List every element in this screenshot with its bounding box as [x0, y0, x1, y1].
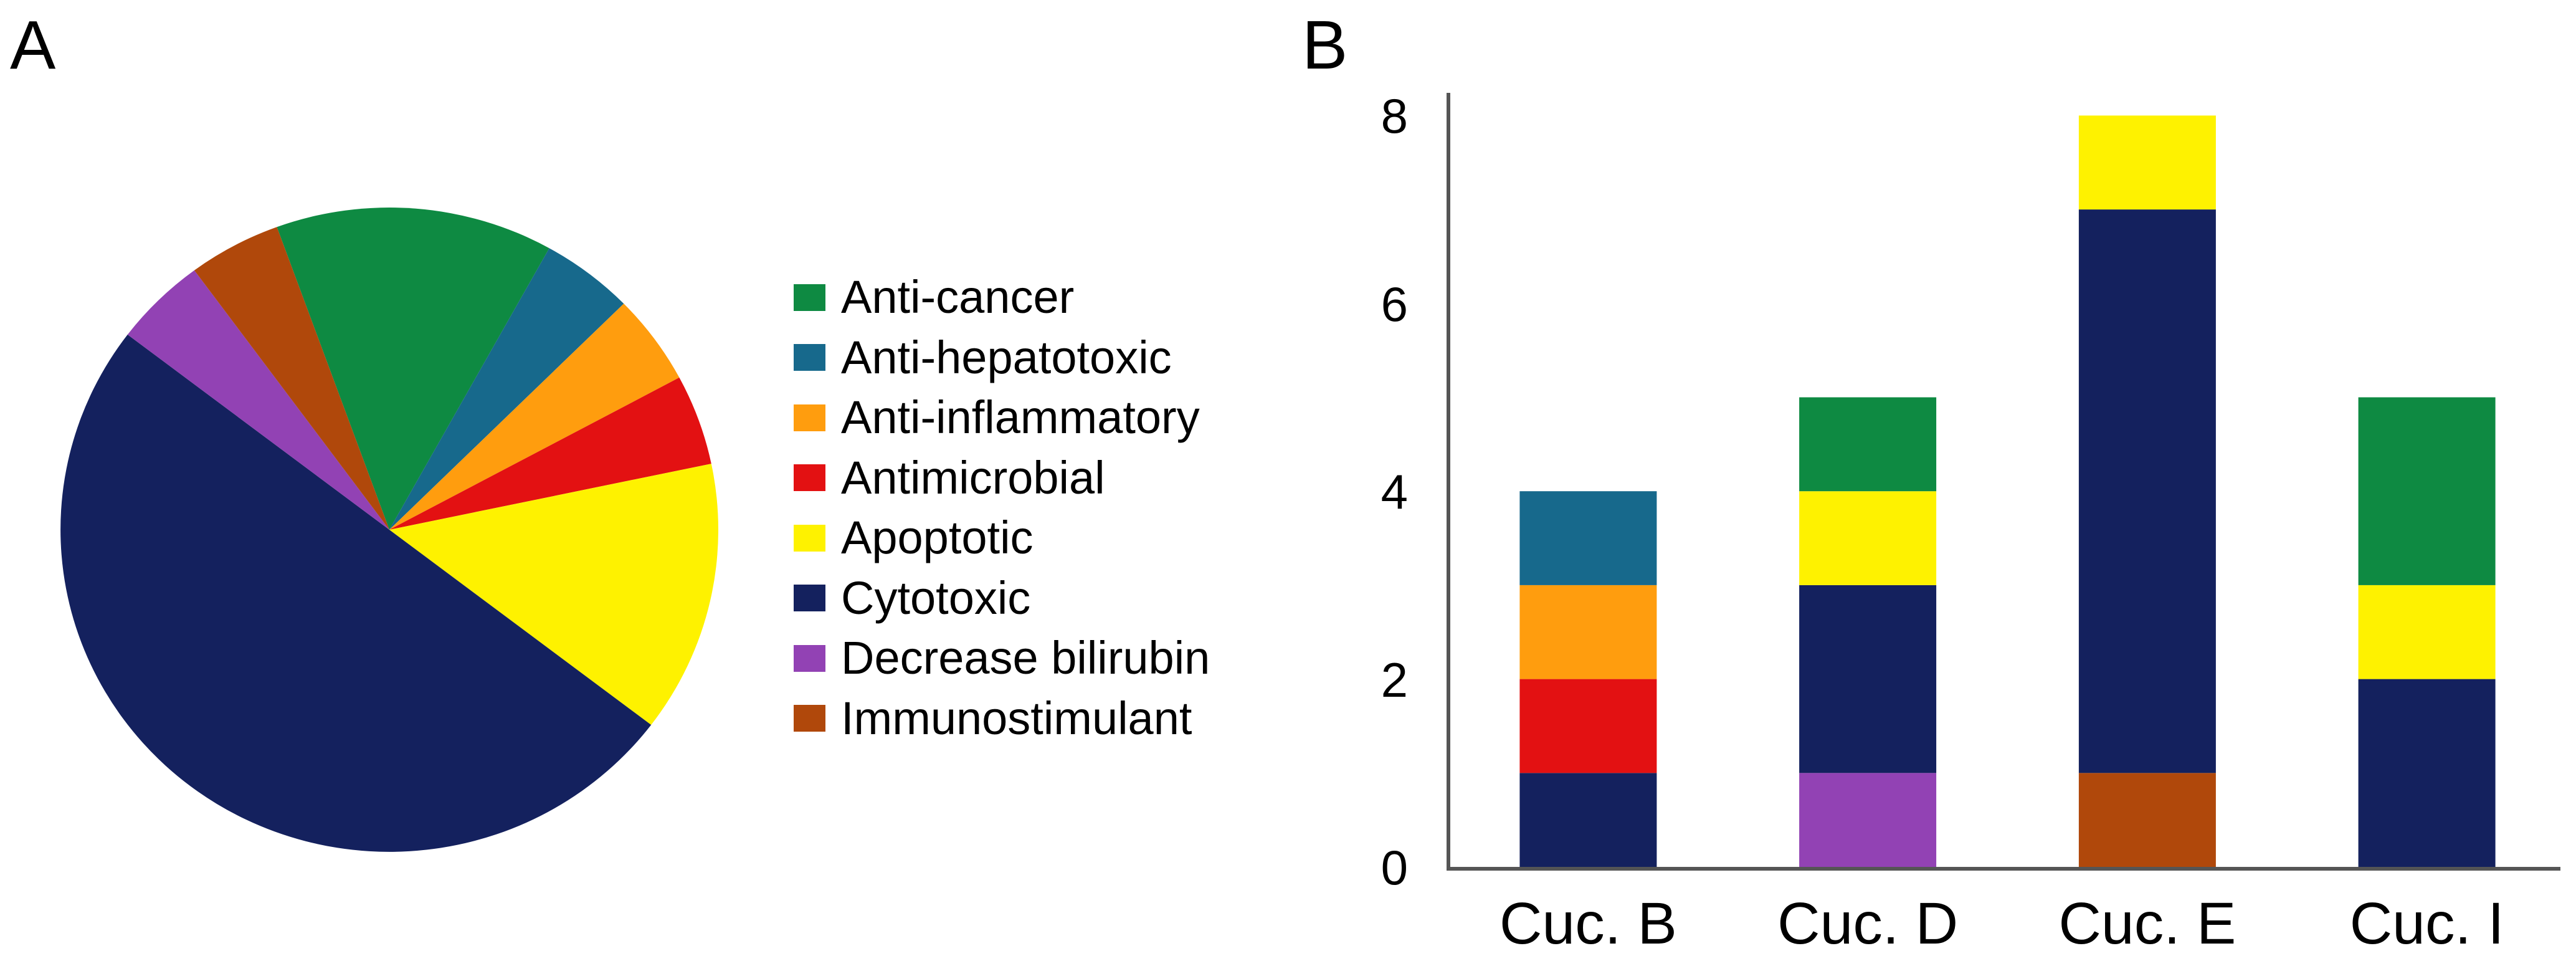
y-tick-label-2: 2 [1381, 652, 1408, 707]
pie-slice-cytotoxic [60, 334, 652, 852]
bar-segment-cuc-e-immunostimulant [2078, 773, 2216, 867]
legend-label: Antimicrobial [841, 451, 1105, 504]
legend-label: Apoptotic [841, 512, 1034, 563]
bar-segment-cuc-d-apoptotic [1799, 491, 1937, 585]
panel-b-label: B [1302, 7, 1348, 84]
bar-segment-cuc-b-antimicrobial [1519, 679, 1657, 773]
bar-segment-cuc-b-cytotoxic [1519, 773, 1657, 867]
bar-segment-cuc-i-apoptotic [2358, 585, 2496, 679]
y-tick-label-8: 8 [1381, 88, 1408, 144]
pie-chart [60, 208, 719, 852]
y-tick-label-6: 6 [1381, 276, 1408, 332]
pie-slice-antimicrobial [389, 377, 711, 530]
legend-swatch-anti-inflammatory [794, 404, 825, 431]
pie-slice-anti-hepatotoxic [389, 248, 624, 530]
legend-label: Anti-hepatotoxic [841, 331, 1172, 383]
legend-swatch-immunostimulant [794, 705, 825, 732]
legend-item-anti-cancer: Anti-cancer [794, 267, 1074, 327]
legend-label: Decrease bilirubin [841, 632, 1210, 684]
pie-slice-apoptotic [389, 464, 719, 725]
legend-swatch-decrease-bilirubin [794, 644, 825, 672]
legend-swatch-anti-cancer [794, 284, 825, 311]
pie-slice-anti-inflammatory [389, 304, 680, 530]
legend-item-anti-hepatotoxic: Anti-hepatotoxic [794, 328, 1172, 388]
pie-slice-immunostimulant [194, 227, 389, 530]
bar-segment-cuc-e-apoptotic [2078, 115, 2216, 210]
x-category-label-cuc-e: Cuc. E [2058, 891, 2236, 957]
x-category-label-cuc-d: Cuc. D [1777, 891, 1959, 957]
pie-slice-anti-cancer [277, 208, 549, 530]
x-category-label-cuc-i: Cuc. I [2349, 891, 2504, 957]
legend-item-anti-inflammatory: Anti-inflammatory [794, 388, 1200, 447]
bar-segment-cuc-i-cytotoxic [2358, 679, 2496, 867]
bar-segment-cuc-b-anti-inflammatory [1519, 585, 1657, 679]
bar-segment-cuc-d-decrease-bilirubin [1799, 773, 1937, 867]
legend-swatch-cytotoxic [794, 585, 825, 611]
y-tick-label-0: 0 [1381, 840, 1408, 895]
legend-item-immunostimulant: Immunostimulant [794, 689, 1192, 748]
legend-item-decrease-bilirubin: Decrease bilirubin [794, 628, 1210, 688]
bar-segment-cuc-d-anti-cancer [1799, 397, 1937, 492]
legend-label: Immunostimulant [841, 692, 1192, 744]
bar-segment-cuc-d-cytotoxic [1799, 585, 1937, 773]
bar-segment-cuc-i-anti-cancer [2358, 397, 2496, 585]
panel-a-label: A [10, 7, 56, 84]
stacked-bar-chart [1519, 115, 2496, 867]
legend-swatch-antimicrobial [794, 464, 825, 491]
legend-swatch-anti-hepatotoxic [794, 344, 825, 371]
bar-segment-cuc-e-cytotoxic [2078, 209, 2216, 773]
legend-item-antimicrobial: Antimicrobial [794, 448, 1105, 508]
pie-slice-decrease-bilirubin [127, 270, 390, 530]
legend-label: Cytotoxic [841, 571, 1031, 624]
legend-item-cytotoxic: Cytotoxic [794, 568, 1030, 628]
legend-label: Anti-cancer [841, 271, 1075, 323]
bar-segment-cuc-b-anti-hepatotoxic [1519, 491, 1657, 585]
y-tick-label-4: 4 [1381, 464, 1408, 520]
x-category-label-cuc-b: Cuc. B [1499, 891, 1677, 957]
legend-label: Anti-inflammatory [841, 391, 1200, 443]
legend-swatch-apoptotic [794, 524, 825, 552]
legend-item-apoptotic: Apoptotic [794, 508, 1034, 568]
